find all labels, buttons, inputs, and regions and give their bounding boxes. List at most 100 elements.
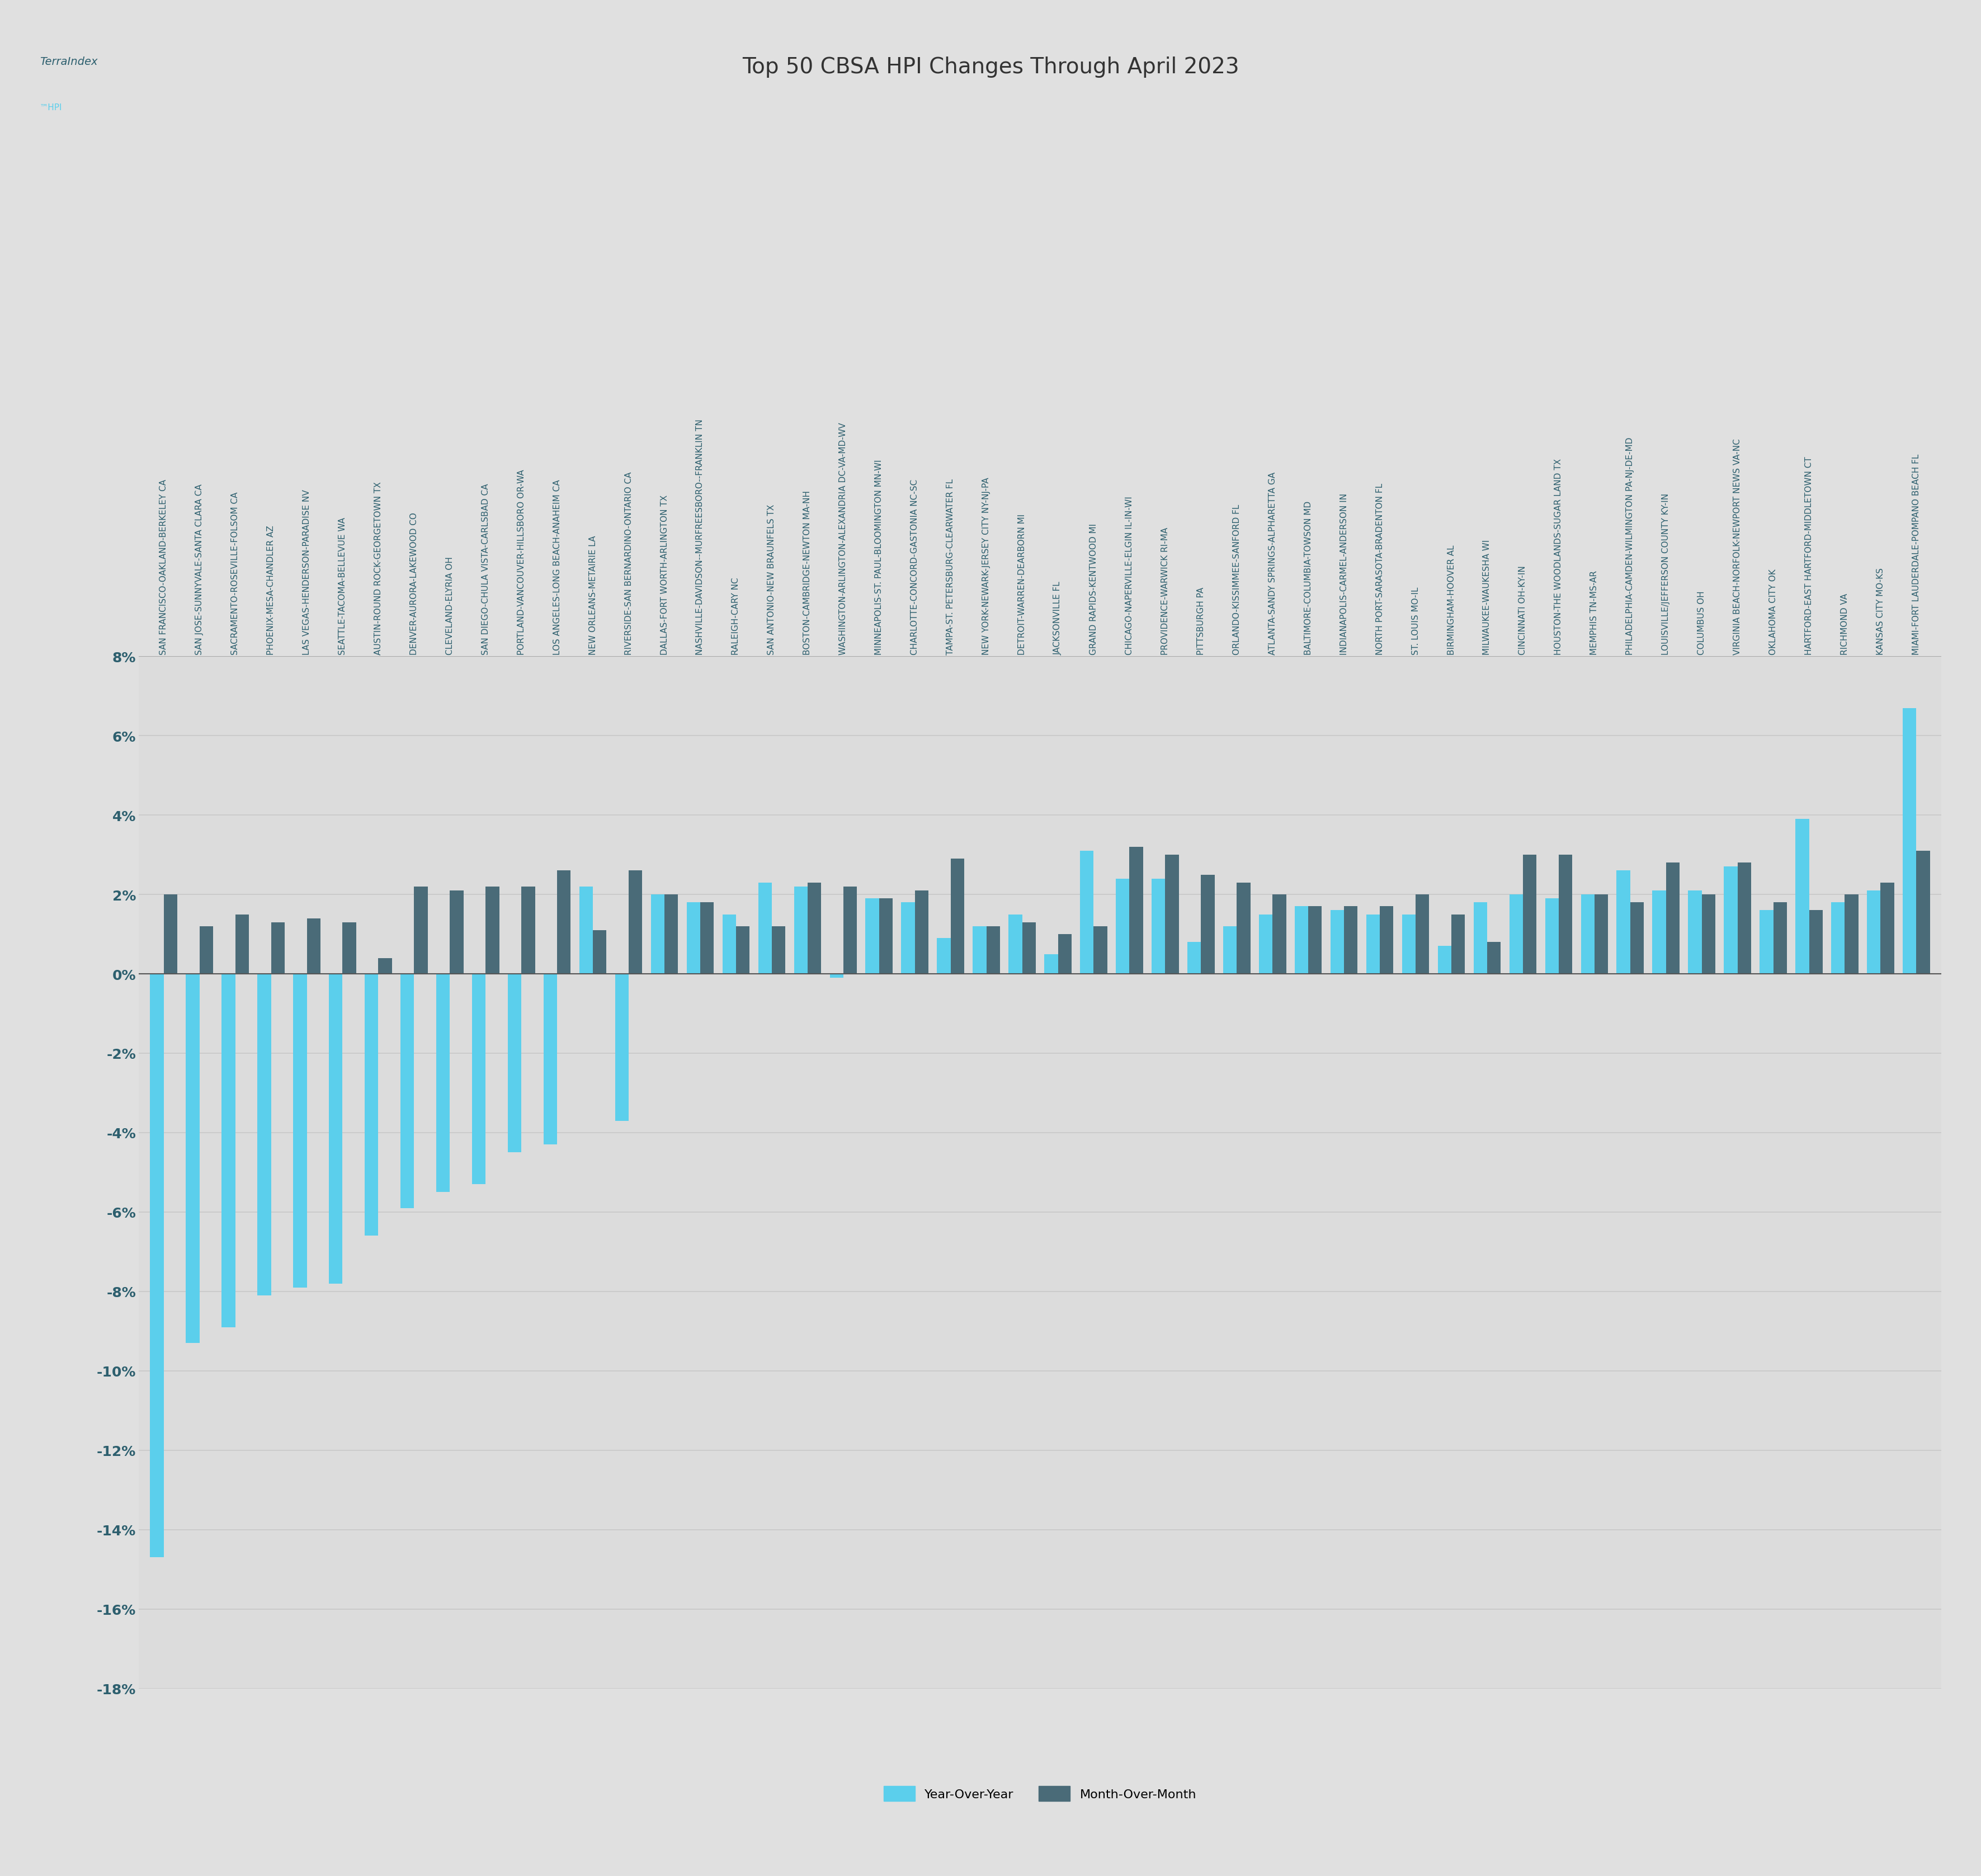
Text: LOS ANGELES-LONG BEACH-ANAHEIM CA: LOS ANGELES-LONG BEACH-ANAHEIM CA: [553, 478, 561, 655]
Bar: [737, 927, 749, 974]
Bar: [1523, 855, 1537, 974]
Text: LOUISVILLE/JEFFERSON COUNTY KY-IN: LOUISVILLE/JEFFERSON COUNTY KY-IN: [1662, 493, 1670, 655]
Text: RICHMOND VA: RICHMOND VA: [1840, 593, 1848, 655]
Bar: [614, 974, 628, 1120]
Text: CINCINNATI OH-KY-IN: CINCINNATI OH-KY-IN: [1519, 565, 1527, 655]
Bar: [1809, 910, 1823, 974]
Text: DETROIT-WARREN-DEARBORN MI: DETROIT-WARREN-DEARBORN MI: [1018, 514, 1026, 655]
Text: ST. LOUIS MO-IL: ST. LOUIS MO-IL: [1410, 587, 1420, 655]
Text: ORLANDO-KISSIMMEE-SANFORD FL: ORLANDO-KISSIMMEE-SANFORD FL: [1232, 505, 1240, 655]
Bar: [222, 974, 236, 1328]
Bar: [329, 974, 343, 1283]
Bar: [1723, 867, 1737, 974]
Bar: [880, 899, 893, 974]
Text: NORTH PORT-SARASOTA-BRADENTON FL: NORTH PORT-SARASOTA-BRADENTON FL: [1375, 482, 1385, 655]
Bar: [723, 914, 737, 974]
Bar: [1058, 934, 1072, 974]
Bar: [1773, 902, 1787, 974]
Bar: [164, 895, 178, 974]
Text: MIAMI-FORT LAUDERDALE-POMPANO BEACH FL: MIAMI-FORT LAUDERDALE-POMPANO BEACH FL: [1912, 454, 1920, 655]
Bar: [200, 927, 214, 974]
Text: NEW YORK-NEWARK-JERSEY CITY NY-NJ-PA: NEW YORK-NEWARK-JERSEY CITY NY-NJ-PA: [983, 477, 990, 655]
Text: BIRMINGHAM-HOOVER AL: BIRMINGHAM-HOOVER AL: [1448, 544, 1456, 655]
Text: SAN JOSE-SUNNYVALE-SANTA CLARA CA: SAN JOSE-SUNNYVALE-SANTA CLARA CA: [196, 484, 204, 655]
Legend: Year-Over-Year, Month-Over-Month: Year-Over-Year, Month-Over-Month: [880, 1780, 1200, 1807]
Bar: [794, 887, 808, 974]
Bar: [557, 870, 571, 974]
Text: NEW ORLEANS-METAIRIE LA: NEW ORLEANS-METAIRIE LA: [588, 535, 596, 655]
Bar: [1737, 863, 1751, 974]
Bar: [1296, 906, 1307, 974]
Text: PORTLAND-VANCOUVER-HILLSBORO OR-WA: PORTLAND-VANCOUVER-HILLSBORO OR-WA: [517, 469, 525, 655]
Bar: [1080, 852, 1094, 974]
Bar: [507, 974, 521, 1152]
Bar: [652, 895, 664, 974]
Bar: [1416, 895, 1428, 974]
Bar: [1187, 942, 1200, 974]
Bar: [1488, 942, 1502, 974]
Bar: [628, 870, 642, 974]
Bar: [915, 891, 929, 974]
Bar: [951, 859, 965, 974]
Bar: [1044, 955, 1058, 974]
Bar: [543, 974, 557, 1144]
Bar: [1902, 707, 1916, 974]
Bar: [307, 919, 321, 974]
Bar: [773, 927, 784, 974]
Text: RALEIGH-CARY NC: RALEIGH-CARY NC: [731, 578, 741, 655]
Bar: [1381, 906, 1393, 974]
Bar: [1151, 878, 1165, 974]
Text: BALTIMORE-COLUMBIA-TOWSON MD: BALTIMORE-COLUMBIA-TOWSON MD: [1303, 501, 1313, 655]
Bar: [1830, 902, 1844, 974]
Text: DALLAS-FORT WORTH-ARLINGTON TX: DALLAS-FORT WORTH-ARLINGTON TX: [660, 495, 670, 655]
Bar: [450, 891, 464, 974]
Bar: [1008, 914, 1022, 974]
Bar: [1403, 914, 1416, 974]
Bar: [1260, 914, 1272, 974]
Bar: [1559, 855, 1573, 974]
Bar: [485, 887, 499, 974]
Text: SEATTLE-TACOMA-BELLEVUE WA: SEATTLE-TACOMA-BELLEVUE WA: [339, 518, 347, 655]
Text: COLUMBUS OH: COLUMBUS OH: [1698, 591, 1706, 655]
Bar: [759, 884, 773, 974]
Text: VIRGINIA BEACH-NORFOLK-NEWPORT NEWS VA-NC: VIRGINIA BEACH-NORFOLK-NEWPORT NEWS VA-N…: [1733, 439, 1741, 655]
Bar: [1652, 891, 1666, 974]
Text: INDIANAPOLIS-CARMEL-ANDERSON IN: INDIANAPOLIS-CARMEL-ANDERSON IN: [1339, 493, 1349, 655]
Bar: [1367, 914, 1381, 974]
Text: ATLANTA-SANDY SPRINGS-ALPHARETTA GA: ATLANTA-SANDY SPRINGS-ALPHARETTA GA: [1268, 471, 1276, 655]
Bar: [937, 938, 951, 974]
Bar: [808, 884, 820, 974]
Text: BOSTON-CAMBRIDGE-NEWTON MA-NH: BOSTON-CAMBRIDGE-NEWTON MA-NH: [804, 490, 812, 655]
Bar: [1474, 902, 1488, 974]
Text: AUSTIN-ROUND ROCK-GEORGETOWN TX: AUSTIN-ROUND ROCK-GEORGETOWN TX: [374, 482, 382, 655]
Bar: [1343, 906, 1357, 974]
Bar: [1581, 895, 1595, 974]
Text: CHICAGO-NAPERVILLE-ELGIN IL-IN-WI: CHICAGO-NAPERVILLE-ELGIN IL-IN-WI: [1125, 495, 1133, 655]
Bar: [151, 974, 164, 1557]
Text: SAN FRANCISCO-OAKLAND-BERKELEY CA: SAN FRANCISCO-OAKLAND-BERKELEY CA: [160, 478, 168, 655]
Bar: [236, 914, 250, 974]
Bar: [1115, 878, 1129, 974]
Bar: [436, 974, 450, 1193]
Bar: [471, 974, 485, 1184]
Text: CHARLOTTE-CONCORD-GASTONIA NC-SC: CHARLOTTE-CONCORD-GASTONIA NC-SC: [911, 478, 919, 655]
Text: Top 50 CBSA HPI Changes Through April 2023: Top 50 CBSA HPI Changes Through April 20…: [743, 56, 1238, 77]
Text: NASHVILLE-DAVIDSON--MURFREESBORO--FRANKLIN TN: NASHVILLE-DAVIDSON--MURFREESBORO--FRANKL…: [695, 418, 705, 655]
Bar: [1880, 884, 1894, 974]
Bar: [1022, 923, 1036, 974]
Bar: [1866, 891, 1880, 974]
Text: KANSAS CITY MO-KS: KANSAS CITY MO-KS: [1876, 567, 1884, 655]
Text: ™HPI: ™HPI: [40, 103, 61, 111]
Bar: [1129, 848, 1143, 974]
Bar: [1688, 891, 1702, 974]
Bar: [1510, 895, 1523, 974]
Bar: [1666, 863, 1680, 974]
Bar: [378, 959, 392, 974]
Text: TerraIndex: TerraIndex: [40, 56, 97, 68]
Text: PROVIDENCE-WARWICK RI-MA: PROVIDENCE-WARWICK RI-MA: [1161, 527, 1169, 655]
Text: MEMPHIS TN-MS-AR: MEMPHIS TN-MS-AR: [1591, 570, 1599, 655]
Bar: [1630, 902, 1644, 974]
Bar: [365, 974, 378, 1236]
Bar: [258, 974, 271, 1296]
Text: PHOENIX-MESA-CHANDLER AZ: PHOENIX-MESA-CHANDLER AZ: [267, 525, 275, 655]
